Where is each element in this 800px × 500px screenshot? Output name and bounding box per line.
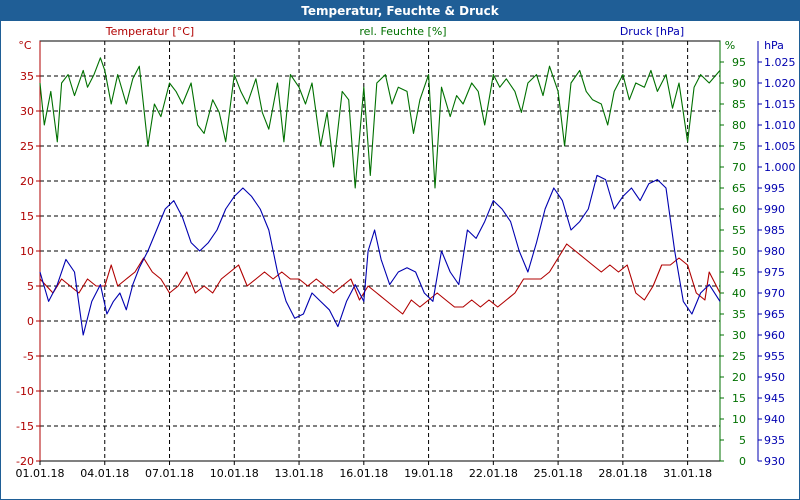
temperature-tick-label: 0 <box>27 315 34 328</box>
humidity-tick-label: 40 <box>732 287 746 300</box>
temperature-tick-label: 35 <box>20 70 34 83</box>
humidity-line <box>39 57 721 189</box>
x-tick-label: 07.01.18 <box>145 467 194 480</box>
pressure-tick-label: 960 <box>764 329 785 342</box>
x-tick-label: 01.01.18 <box>16 467 65 480</box>
pressure-unit: hPa <box>764 39 784 52</box>
pressure-axis: 1.025 1.020 1.015 1.010 1.005 1.000 995 990 985 9… <box>757 41 796 468</box>
x-tick-label: 31.01.18 <box>663 467 712 480</box>
pressure-tick-label: 970 <box>764 287 785 300</box>
humidity-tick-label: 25 <box>732 350 746 363</box>
temperature-axis: 35 30 25 20 15 10 5 0 -5 -10 -15 -20 <box>16 41 41 468</box>
pressure-tick-label: 965 <box>764 308 785 321</box>
pressure-tick-label: 930 <box>764 455 785 468</box>
temperature-tick-label: 25 <box>20 140 34 153</box>
pressure-tick-label: 945 <box>764 392 785 405</box>
humidity-tick-label: 75 <box>732 140 746 153</box>
temperature-tick-label: 5 <box>27 280 34 293</box>
humidity-tick-label: 70 <box>732 161 746 174</box>
humidity-unit: % <box>725 39 735 52</box>
temperature-tick-label: -5 <box>23 350 34 363</box>
humidity-tick-label: 65 <box>732 182 746 195</box>
pressure-axis-title: Druck [hPa] <box>620 25 684 38</box>
x-tick-label: 13.01.18 <box>275 467 324 480</box>
pressure-tick-label: 1.010 <box>764 119 796 132</box>
humidity-tick-label: 45 <box>732 266 746 279</box>
x-axis: 01.01.18 04.01.18 07.01.18 10.01.18 13.01.18… <box>16 461 712 480</box>
x-tick-label: 22.01.18 <box>469 467 518 480</box>
temperature-tick-label: -15 <box>16 420 34 433</box>
pressure-tick-label: 1.015 <box>764 98 796 111</box>
humidity-tick-label: 15 <box>732 392 746 405</box>
humidity-tick-label: 85 <box>732 98 746 111</box>
x-tick-label: 28.01.18 <box>598 467 647 480</box>
series-lines <box>39 57 721 336</box>
humidity-tick-label: 30 <box>732 329 746 342</box>
grid <box>39 41 720 462</box>
x-tick-label: 19.01.18 <box>404 467 453 480</box>
pressure-tick-label: 1.025 <box>764 56 796 69</box>
pressure-tick-label: 955 <box>764 350 785 363</box>
pressure-tick-label: 995 <box>764 182 785 195</box>
humidity-tick-label: 35 <box>732 308 746 321</box>
pressure-tick-label: 1.020 <box>764 77 796 90</box>
pressure-tick-label: 1.005 <box>764 140 796 153</box>
pressure-tick-label: 940 <box>764 413 785 426</box>
chart-title: Temperatur, Feuchte & Druck <box>1 1 799 21</box>
pressure-tick-label: 935 <box>764 434 785 447</box>
temperature-tick-label: 15 <box>20 210 34 223</box>
temperature-axis-title: Temperatur [°C] <box>105 25 194 38</box>
temperature-tick-label: -20 <box>16 455 34 468</box>
temperature-tick-label: 30 <box>20 105 34 118</box>
humidity-axis-title: rel. Feuchte [%] <box>359 25 446 38</box>
pressure-line <box>39 174 721 336</box>
humidity-tick-label: 10 <box>732 413 746 426</box>
humidity-tick-label: 5 <box>739 434 746 447</box>
temperature-tick-label: 10 <box>20 245 34 258</box>
pressure-tick-label: 975 <box>764 266 785 279</box>
humidity-tick-label: 60 <box>732 203 746 216</box>
temperature-line <box>39 243 721 315</box>
humidity-tick-label: 55 <box>732 224 746 237</box>
x-tick-label: 16.01.18 <box>339 467 388 480</box>
x-tick-label: 10.01.18 <box>210 467 259 480</box>
x-tick-label: 25.01.18 <box>534 467 583 480</box>
pressure-tick-label: 985 <box>764 224 785 237</box>
temperature-tick-label: -10 <box>16 385 34 398</box>
pressure-tick-label: 1.000 <box>764 161 796 174</box>
pressure-tick-label: 950 <box>764 371 785 384</box>
temperature-tick-label: 20 <box>20 175 34 188</box>
humidity-tick-label: 0 <box>739 455 746 468</box>
x-tick-label: 04.01.18 <box>80 467 129 480</box>
humidity-tick-label: 80 <box>732 119 746 132</box>
humidity-tick-label: 90 <box>732 77 746 90</box>
humidity-tick-label: 95 <box>732 56 746 69</box>
pressure-tick-label: 990 <box>764 203 785 216</box>
pressure-tick-label: 980 <box>764 245 785 258</box>
humidity-tick-label: 20 <box>732 371 746 384</box>
humidity-tick-label: 50 <box>732 245 746 258</box>
temperature-unit: °C <box>18 39 32 52</box>
